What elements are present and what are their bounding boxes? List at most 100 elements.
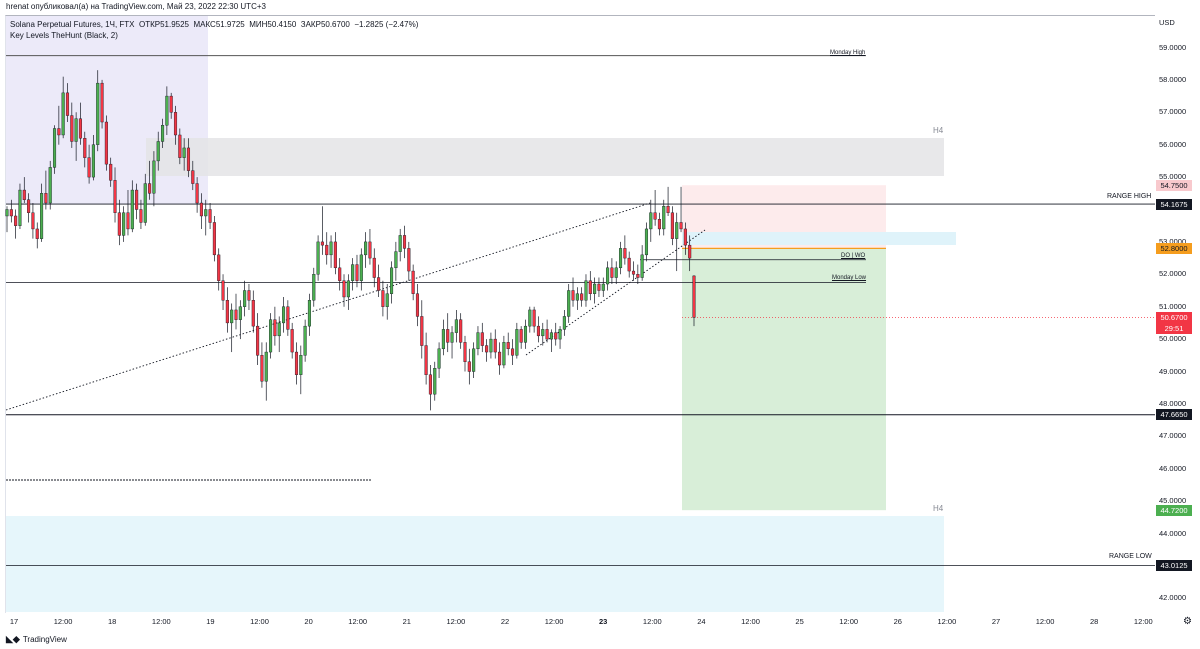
candle-body	[688, 244, 692, 259]
candle-body	[281, 306, 286, 324]
candle-body	[666, 206, 670, 213]
time-tick-label: 12:00	[446, 617, 466, 626]
candle-body	[649, 212, 653, 230]
candle-body	[143, 183, 147, 223]
time-tick-label: 19	[206, 617, 215, 626]
candle-body	[161, 125, 165, 142]
candle-body	[204, 209, 208, 217]
candle-body	[584, 280, 588, 301]
candle-body	[502, 342, 506, 366]
candle-body	[554, 332, 558, 340]
candle-body	[243, 290, 247, 307]
price-tick-label: 50.0000	[1159, 334, 1187, 344]
chart-pane[interactable]	[5, 15, 1155, 613]
candle-body	[467, 361, 471, 372]
candle-body	[675, 222, 679, 239]
time-tick-label: 17	[9, 617, 19, 626]
price-tick-label: 49.0000	[1159, 366, 1187, 376]
candle-body	[91, 144, 95, 178]
time-tick-label: 28	[1090, 617, 1099, 626]
candle-body	[472, 348, 476, 372]
candle-body	[290, 329, 294, 353]
price-tag: 50.6700	[1156, 311, 1192, 323]
candle-body	[22, 189, 26, 200]
candle-body	[169, 95, 173, 113]
monday-high-label: Monday High	[830, 50, 866, 56]
candle-body	[113, 180, 117, 213]
price-tag: 52.8000	[1156, 242, 1192, 254]
candle-body	[627, 257, 631, 272]
open-value: 51.9525	[160, 20, 189, 29]
price-tick-label: 53.0000	[1159, 236, 1187, 246]
currency-label[interactable]: USD	[1159, 18, 1175, 27]
candle-body	[398, 235, 402, 252]
time-tick-label: 12:00	[151, 617, 171, 626]
candle-body	[173, 112, 178, 136]
candle-body	[5, 209, 9, 217]
legend-ohlc-row: Solana Perpetual Futures, 1Ч, FTX ОТКР51…	[10, 19, 418, 30]
time-tick-label: 12:00	[544, 617, 564, 626]
candle-body	[377, 277, 381, 291]
gear-icon[interactable]: ⚙	[1183, 616, 1192, 627]
candle-body	[407, 248, 411, 272]
candle-body	[342, 280, 346, 298]
candle-body	[148, 183, 152, 194]
low-value: 50.4150	[267, 20, 297, 29]
candle-body	[437, 348, 441, 369]
candle-body	[152, 160, 156, 194]
candle-body	[536, 325, 540, 337]
candle-body	[476, 332, 480, 350]
candle-body	[385, 293, 389, 307]
time-tick-label: 12:00	[250, 617, 269, 626]
candle-body	[14, 215, 18, 226]
price-tick-label: 57.0000	[1159, 107, 1187, 117]
candle-body	[126, 212, 130, 230]
time-tick-label: 12:00	[741, 617, 760, 626]
candle-body	[346, 280, 350, 298]
candle-body	[381, 290, 385, 307]
close-label: ЗАКР	[300, 20, 321, 29]
price-tick-label: 59.0000	[1159, 42, 1187, 52]
price-tick-label: 51.0000	[1159, 301, 1187, 311]
candle-body	[493, 338, 497, 353]
candle-body	[251, 300, 255, 327]
candle-body	[122, 212, 126, 236]
time-tick-label: 12:00	[839, 617, 859, 626]
candle-body	[506, 342, 510, 350]
candle-body	[355, 264, 359, 281]
candle-body	[640, 254, 644, 278]
candle-body	[208, 209, 212, 223]
candle-body	[480, 332, 484, 346]
candle-body	[221, 280, 225, 301]
price-tick-label: 47.0000	[1159, 431, 1187, 441]
candle-body	[286, 306, 290, 330]
candle-body	[359, 254, 363, 281]
candle-body	[40, 193, 44, 239]
candle-body	[657, 219, 661, 230]
chart-legend: Solana Perpetual Futures, 1Ч, FTX ОТКР51…	[10, 19, 418, 41]
candle-body	[644, 228, 649, 256]
candle-body	[446, 329, 450, 343]
time-tick-label: 27	[991, 617, 1001, 626]
fvg-zone	[682, 232, 956, 245]
time-tick-label: 12:00	[1035, 617, 1055, 626]
candle-body	[277, 322, 281, 337]
candle-body	[135, 189, 139, 210]
candle-body	[619, 248, 623, 269]
short-target-zone	[682, 248, 886, 511]
indicator-title[interactable]: Key Levels TheHunt (Black, 2)	[10, 31, 118, 40]
symbol-title[interactable]: Solana Perpetual Futures, 1Ч, FTX	[10, 20, 135, 29]
candle-body	[420, 316, 424, 346]
tradingview-footer[interactable]: ◣◆ TradingView	[6, 634, 67, 645]
price-tick-label: 46.0000	[1159, 463, 1187, 473]
candle-body	[238, 306, 242, 320]
candle-body	[653, 212, 657, 220]
candle-body	[601, 283, 605, 291]
candle-body	[27, 199, 31, 213]
candle-body	[368, 241, 372, 259]
candle-body	[424, 345, 428, 375]
time-tick-label: 24	[697, 617, 706, 626]
candle-body	[411, 270, 415, 294]
price-tag: 43.0125	[1156, 559, 1192, 571]
